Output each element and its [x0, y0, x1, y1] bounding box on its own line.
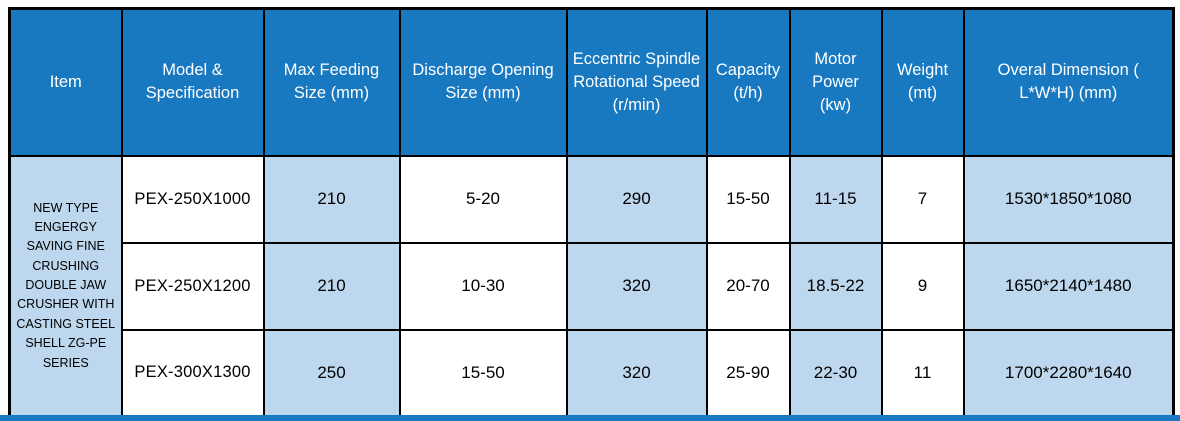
column-header-model: Model & Specification — [120, 7, 265, 157]
cell-motor-power: 18.5-22 — [788, 241, 883, 331]
cell-spindle-speed: 320 — [565, 328, 708, 418]
cell-weight: 11 — [880, 328, 965, 418]
header-row: Item Model & Specification Max Feeding S… — [8, 7, 1175, 157]
cell-overall-dimension: 1530*1850*1080 — [962, 154, 1175, 244]
column-header-item: Item — [8, 7, 123, 157]
cell-max-feeding-size: 210 — [262, 154, 401, 244]
column-header-overall-dimension: Overal Dimension ( L*W*H) (mm) — [962, 7, 1175, 157]
column-header-max-feeding-size: Max Feeding Size (mm) — [262, 7, 401, 157]
cell-model: PEX-250X1000 — [120, 154, 265, 244]
spec-table: Item Model & Specification Max Feeding S… — [8, 7, 1175, 418]
item-cell: NEW TYPE ENGERGY SAVING FINE CRUSHING DO… — [8, 154, 123, 418]
cell-weight: 7 — [880, 154, 965, 244]
cell-weight: 9 — [880, 241, 965, 331]
column-header-motor-power: Motor Power (kw) — [788, 7, 883, 157]
column-header-capacity: Capacity (t/h) — [705, 7, 791, 157]
column-header-weight: Weight (mt) — [880, 7, 965, 157]
bottom-accent-bar — [0, 415, 1180, 421]
cell-discharge-opening-size: 10-30 — [398, 241, 568, 331]
cell-discharge-opening-size: 5-20 — [398, 154, 568, 244]
table-row: PEX-250X1200 210 10-30 320 20-70 18.5-22… — [10, 241, 1175, 331]
cell-max-feeding-size: 210 — [262, 241, 401, 331]
column-header-discharge-opening-size: Discharge Opening Size (mm) — [398, 7, 568, 157]
cell-overall-dimension: 1650*2140*1480 — [962, 241, 1175, 331]
cell-spindle-speed: 320 — [565, 241, 708, 331]
cell-motor-power: 11-15 — [788, 154, 883, 244]
cell-capacity: 15-50 — [705, 154, 791, 244]
cell-model: PEX-300X1300 — [120, 328, 265, 418]
cell-motor-power: 22-30 — [788, 328, 883, 418]
cell-overall-dimension: 1700*2280*1640 — [962, 328, 1175, 418]
cell-capacity: 25-90 — [705, 328, 791, 418]
cell-max-feeding-size: 250 — [262, 328, 401, 418]
cell-discharge-opening-size: 15-50 — [398, 328, 568, 418]
table-row: NEW TYPE ENGERGY SAVING FINE CRUSHING DO… — [8, 154, 1175, 418]
table-row: PEX-300X1300 250 15-50 320 25-90 22-30 1… — [10, 328, 1175, 418]
column-header-spindle-speed: Eccentric Spindle Rotational Speed (r/mi… — [565, 7, 708, 157]
cell-spindle-speed: 290 — [565, 154, 708, 244]
cell-capacity: 20-70 — [705, 241, 791, 331]
cell-model: PEX-250X1200 — [120, 241, 265, 331]
